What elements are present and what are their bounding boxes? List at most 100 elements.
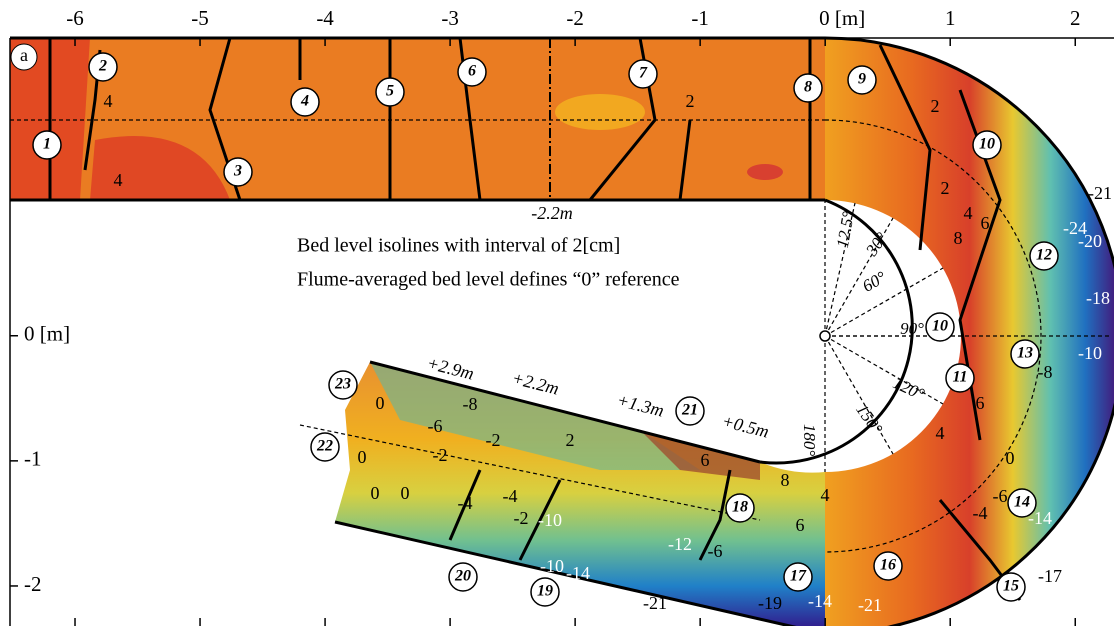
section-label: 7 [639, 65, 648, 82]
section-label: 15 [1003, 578, 1019, 595]
contour-label: 6 [796, 515, 805, 535]
section-label: 10 [979, 136, 995, 153]
contour-label: 6 [981, 213, 990, 233]
contour-label: -12 [668, 534, 692, 554]
section-label: 2 [98, 58, 107, 75]
section-marker [457, 57, 487, 87]
panel-label: a [10, 43, 38, 71]
section-label: 19 [537, 583, 553, 600]
contour-label: 4 [114, 170, 123, 190]
distance-label: -2.2m [531, 203, 573, 223]
section-label: 4 [300, 93, 309, 110]
section-label: 21 [681, 402, 698, 419]
y-tick-label: -1 [24, 447, 42, 471]
contour-label: -21 [643, 593, 667, 613]
contour-label: -21 [858, 595, 882, 615]
section-marker [972, 130, 1002, 160]
section-marker [32, 130, 62, 160]
distance-label: +1.3m [615, 390, 666, 421]
section-marker [290, 87, 320, 117]
contour-label: -14 [808, 591, 832, 611]
contour-label: -10 [1078, 343, 1102, 363]
distance-label: +2.2m [510, 368, 561, 399]
contour-label: -2 [486, 430, 501, 450]
section-marker [88, 52, 118, 82]
contour-label: 8 [781, 470, 790, 490]
x-tick-label: -2 [566, 6, 584, 30]
section-marker [375, 77, 405, 107]
section-marker [793, 73, 823, 103]
angle-label: 12.5° [833, 210, 858, 249]
panel-text: a [20, 45, 28, 65]
section-marker [530, 577, 560, 607]
x-tick-label: 2 [1070, 6, 1081, 30]
contour-label: -8 [1038, 362, 1053, 382]
section-label: 10 [932, 318, 948, 335]
contour-label: 6 [701, 450, 710, 470]
contour-label: -20 [1078, 231, 1102, 251]
contour-label: 0 [401, 483, 410, 503]
section-marker [945, 363, 975, 393]
section-marker [1007, 488, 1037, 518]
section-marker [1010, 339, 1040, 369]
section-label: 14 [1014, 494, 1030, 511]
section-label: 17 [790, 568, 807, 585]
contour-label: 0 [358, 447, 367, 467]
section-marker [725, 493, 755, 523]
note: Flume-averaged bed level defines “0” ref… [297, 269, 680, 291]
contour-label: -10 [540, 556, 564, 576]
section-label: 13 [1017, 345, 1033, 362]
contour-label: 0 [1006, 448, 1015, 468]
section-label: 23 [334, 376, 351, 393]
contour-label: -14 [1028, 508, 1052, 528]
section-marker [448, 562, 478, 592]
contour-label: -2 [433, 445, 448, 465]
contour-label: -10 [538, 510, 562, 530]
contour-label: 6 [976, 393, 985, 413]
x-tick-label: -4 [316, 6, 334, 30]
section-marker [675, 396, 705, 426]
section-marker [310, 432, 340, 462]
x-tick-label: -1 [691, 6, 709, 30]
contour-label: 0 [376, 393, 385, 413]
section-marker [873, 551, 903, 581]
distance-label: +0.5m [720, 411, 771, 442]
panel-circle [10, 43, 38, 71]
x-tick-label: -6 [66, 6, 84, 30]
bend-center [819, 330, 831, 342]
contour-label: 4 [821, 485, 830, 505]
x-tick-label: -3 [441, 6, 459, 30]
contour-label: 8 [954, 228, 963, 248]
contour-label: 0 [371, 483, 380, 503]
contour-label: -8 [463, 394, 478, 414]
section-marker [847, 65, 877, 95]
section-label: 6 [468, 63, 476, 80]
section-label: 5 [386, 83, 394, 100]
contour-label: -24 [1063, 218, 1087, 238]
axes [9, 37, 1114, 626]
contour-label: -2 [514, 508, 529, 528]
contour-label: -19 [758, 593, 782, 613]
section-marker [925, 312, 955, 342]
y-tick-label: 0 [m] [24, 322, 70, 346]
contour-label: -4 [458, 493, 473, 513]
angle-label: 180° [800, 424, 819, 457]
section-label: 22 [316, 438, 333, 455]
contour-label: -17 [1038, 566, 1062, 586]
contour-label: -4 [503, 486, 518, 506]
contour-label: -6 [428, 416, 443, 436]
angle-label: 120° [890, 373, 927, 404]
angle-label: 150° [852, 400, 886, 438]
section-marker [996, 572, 1026, 602]
contour-label: -6 [993, 486, 1008, 506]
contour-label: -6 [708, 541, 723, 561]
x-tick-label: 0 [m] [819, 6, 865, 30]
section-marker [328, 370, 358, 400]
section-label: 3 [233, 163, 242, 180]
section-marker [1029, 241, 1059, 271]
section-label: 8 [804, 79, 812, 96]
section-label: 9 [858, 71, 866, 88]
guide-lines [10, 38, 1110, 553]
section-marker [628, 59, 658, 89]
